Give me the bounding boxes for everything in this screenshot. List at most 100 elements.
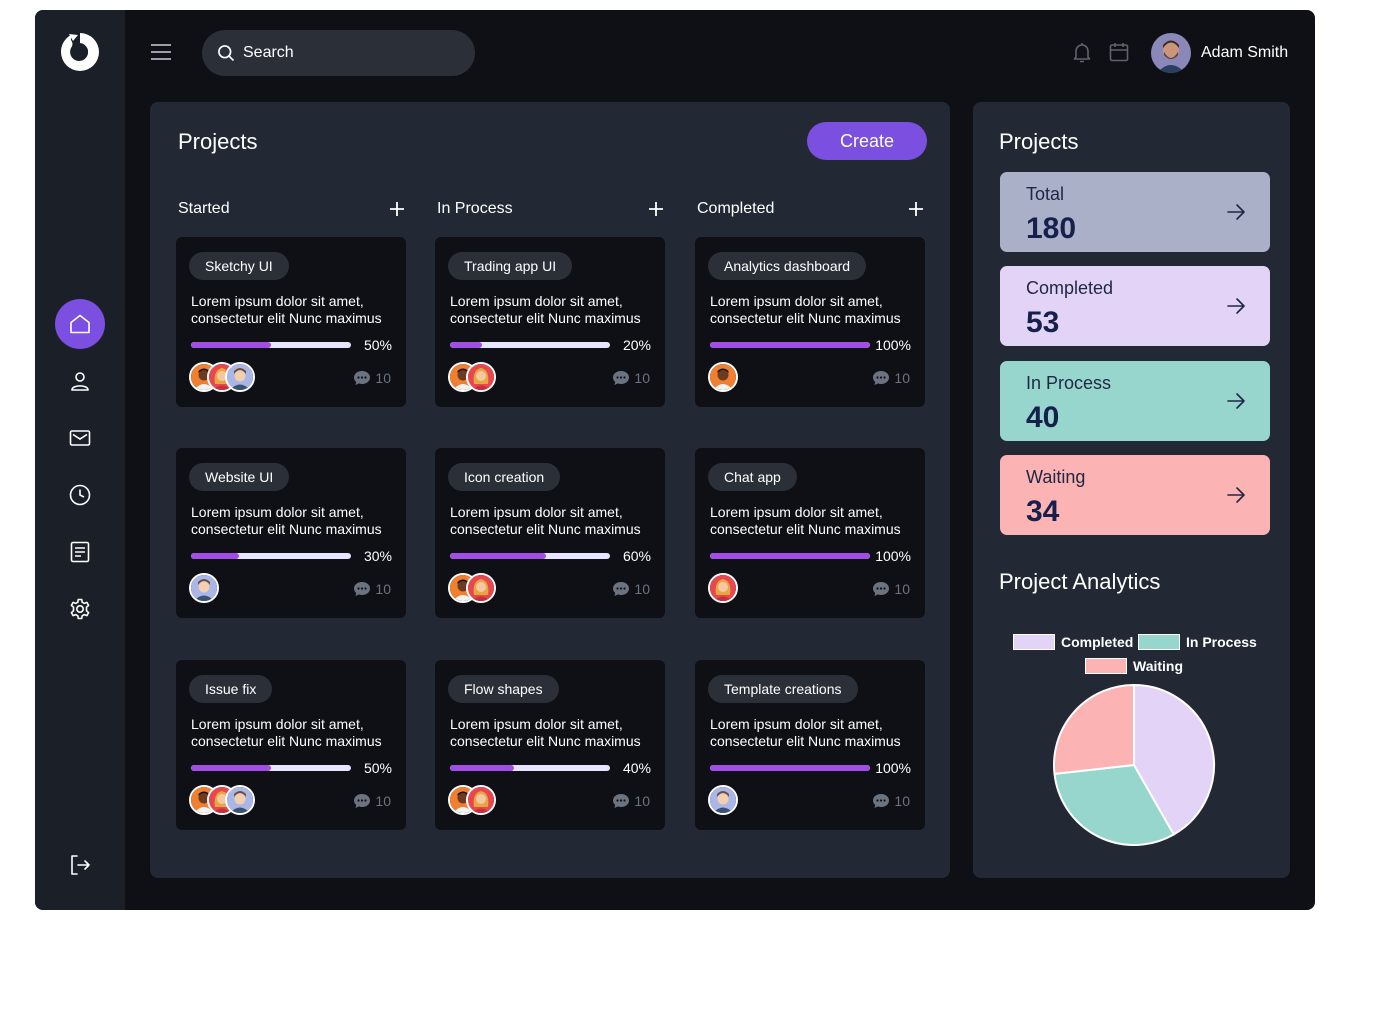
comment-count[interactable]: 10: [872, 793, 910, 809]
project-card[interactable]: Website UI Lorem ipsum dolor sit amet, co…: [176, 448, 406, 618]
nav-documents[interactable]: [55, 527, 105, 577]
comment-count-value: 10: [894, 370, 910, 386]
comment-icon: [873, 371, 890, 385]
plus-icon[interactable]: [907, 200, 925, 218]
create-button[interactable]: Create: [807, 122, 927, 160]
progress-bar: [710, 342, 870, 348]
project-card[interactable]: Chat app Lorem ipsum dolor sit amet, cons…: [695, 448, 925, 618]
user-menu[interactable]: Adam Smith: [1151, 33, 1288, 73]
progress-bar: [450, 342, 610, 348]
progress-percent: 100%: [875, 760, 911, 776]
home-icon: [70, 314, 90, 334]
project-description: Lorem ipsum dolor sit amet, consectetur …: [710, 504, 901, 537]
column-title: Started: [178, 200, 230, 217]
comment-count[interactable]: 10: [872, 581, 910, 597]
project-description: Lorem ipsum dolor sit amet, consectetur …: [191, 293, 382, 326]
comment-icon: [613, 582, 630, 596]
nav-profile[interactable]: [55, 356, 105, 406]
stat-label: In Process: [1026, 373, 1112, 393]
stat-total[interactable]: Total 180: [1000, 172, 1270, 252]
plus-icon[interactable]: [647, 200, 665, 218]
project-description: Lorem ipsum dolor sit amet, consectetur …: [450, 293, 641, 326]
analytics-title: Project Analytics: [999, 569, 1161, 594]
progress-percent: 30%: [363, 548, 392, 564]
project-card[interactable]: Issue fix Lorem ipsum dolor sit amet, con…: [176, 660, 406, 830]
comment-icon: [354, 582, 371, 596]
progress-percent: 60%: [622, 548, 651, 564]
projects-panel: Projects Create Started In Process Compl…: [150, 102, 950, 878]
nav-history[interactable]: [55, 470, 105, 520]
nav-home[interactable]: [55, 299, 105, 349]
progress-fill: [710, 342, 870, 348]
comment-count-value: 10: [894, 793, 910, 809]
progress-fill: [191, 553, 239, 559]
project-tag: Website UI: [189, 463, 290, 491]
comment-count[interactable]: 10: [353, 793, 391, 809]
project-description: Lorem ipsum dolor sit amet, consectetur …: [450, 504, 641, 537]
column-title: Completed: [697, 200, 775, 217]
legend-waiting: Waiting: [1085, 658, 1183, 674]
nav-settings[interactable]: [55, 584, 105, 634]
project-card[interactable]: Flow shapes Lorem ipsum dolor sit amet, c…: [435, 660, 665, 830]
project-card[interactable]: Icon creation Lorem ipsum dolor sit amet,…: [435, 448, 665, 618]
sidebar: [35, 10, 125, 910]
project-card[interactable]: Sketchy UI Lorem ipsum dolor sit amet, co…: [176, 237, 406, 407]
project-description: Lorem ipsum dolor sit amet, consectetur …: [710, 293, 901, 326]
stat-label: Total: [1026, 184, 1065, 204]
progress-fill: [191, 765, 271, 771]
arrow-right-icon: [1227, 393, 1245, 409]
project-card[interactable]: Analytics dashboard Lorem ipsum dolor sit…: [695, 237, 925, 407]
stat-value: 40: [1026, 401, 1060, 434]
progress-fill: [450, 553, 546, 559]
comment-count[interactable]: 10: [872, 370, 910, 386]
comment-count[interactable]: 10: [612, 793, 650, 809]
progress-fill: [450, 342, 482, 348]
legend-label: In Process: [1186, 634, 1257, 650]
comment-count-value: 10: [634, 793, 650, 809]
nav-mail[interactable]: [55, 413, 105, 463]
avatar: [466, 362, 496, 392]
project-tag: Trading app UI: [448, 252, 573, 280]
legend-in-process: In Process: [1138, 634, 1257, 650]
logout-button[interactable]: [55, 840, 105, 890]
project-card[interactable]: Template creations Lorem ipsum dolor sit …: [695, 660, 925, 830]
comment-count[interactable]: 10: [612, 581, 650, 597]
project-tag: Chat app: [708, 463, 797, 491]
calendar-icon[interactable]: [1107, 40, 1131, 64]
plus-icon[interactable]: [388, 200, 406, 218]
app-window: Adam Smith Projects Create Started In Pr…: [35, 10, 1315, 910]
arrow-right-icon: [1227, 298, 1245, 314]
avatar: [708, 362, 738, 392]
progress-bar: [710, 553, 870, 559]
search-input[interactable]: [243, 44, 443, 62]
arrow-right-icon: [1227, 204, 1245, 220]
progress-bar: [191, 765, 351, 771]
project-description: Lorem ipsum dolor sit amet, consectetur …: [191, 504, 382, 537]
stat-label: Completed: [1026, 278, 1114, 298]
comment-count-value: 10: [894, 581, 910, 597]
comment-count[interactable]: 10: [353, 581, 391, 597]
document-icon: [70, 541, 90, 563]
progress-fill: [191, 342, 271, 348]
stat-waiting[interactable]: Waiting 34: [1000, 455, 1270, 535]
summary-panel: Projects Total 180 Completed 53 In Proce…: [973, 102, 1290, 878]
search-icon: [218, 45, 235, 62]
project-description: Lorem ipsum dolor sit amet, consectetur …: [450, 716, 641, 749]
hamburger-menu-icon[interactable]: [149, 40, 173, 64]
comment-count[interactable]: 10: [612, 370, 650, 386]
bell-icon[interactable]: [1070, 40, 1094, 64]
avatar: [225, 785, 255, 815]
stat-in-process[interactable]: In Process 40: [1000, 361, 1270, 441]
project-tag: Analytics dashboard: [708, 252, 867, 280]
progress-fill: [710, 553, 870, 559]
project-card[interactable]: Trading app UI Lorem ipsum dolor sit amet…: [435, 237, 665, 407]
comment-count-value: 10: [375, 793, 391, 809]
user-icon: [71, 372, 89, 391]
column-in-process: In Process: [435, 200, 665, 220]
search-bar[interactable]: [202, 30, 475, 76]
app-logo-icon[interactable]: [59, 31, 101, 73]
stat-completed[interactable]: Completed 53: [1000, 266, 1270, 346]
legend-completed: Completed: [1013, 634, 1133, 650]
clock-icon: [69, 484, 91, 506]
comment-count[interactable]: 10: [353, 370, 391, 386]
